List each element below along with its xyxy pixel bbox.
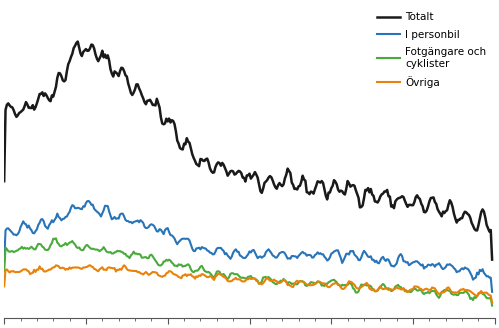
Totalt bbox=[1, 179, 7, 183]
Fotgängare och
cyklister bbox=[68, 240, 74, 244]
Fotgängare och
cyklister bbox=[489, 304, 495, 308]
Line: Övriga: Övriga bbox=[4, 265, 492, 303]
Fotgängare och
cyklister bbox=[345, 283, 351, 287]
Övriga bbox=[489, 301, 495, 305]
Fotgängare och
cyklister bbox=[284, 282, 290, 286]
Line: Fotgängare och
cyklister: Fotgängare och cyklister bbox=[4, 238, 492, 306]
I personbil bbox=[345, 252, 351, 256]
Totalt bbox=[345, 179, 351, 183]
Line: I personbil: I personbil bbox=[4, 201, 492, 292]
Totalt bbox=[284, 167, 290, 171]
Övriga bbox=[356, 287, 362, 291]
Övriga bbox=[87, 263, 93, 267]
Fotgängare och
cyklister bbox=[410, 288, 416, 292]
Fotgängare och
cyklister bbox=[356, 289, 362, 293]
Fotgängare och
cyklister bbox=[1, 270, 7, 274]
Totalt bbox=[489, 257, 495, 261]
Totalt bbox=[396, 196, 402, 200]
Övriga bbox=[345, 282, 351, 286]
Fotgängare och
cyklister bbox=[53, 236, 59, 240]
I personbil bbox=[86, 199, 92, 203]
I personbil bbox=[410, 260, 416, 264]
I personbil bbox=[284, 257, 290, 261]
Totalt bbox=[410, 203, 416, 207]
Övriga bbox=[284, 283, 290, 287]
Övriga bbox=[66, 265, 72, 269]
I personbil bbox=[489, 290, 495, 294]
Totalt bbox=[66, 59, 72, 63]
Totalt bbox=[356, 196, 362, 200]
Övriga bbox=[396, 286, 402, 290]
Line: Totalt: Totalt bbox=[4, 42, 492, 259]
Övriga bbox=[1, 284, 7, 288]
Legend: Totalt, I personbil, Fotgängare och
cyklister, Övriga: Totalt, I personbil, Fotgängare och cykl… bbox=[374, 10, 490, 91]
I personbil bbox=[356, 258, 362, 262]
I personbil bbox=[396, 254, 402, 257]
I personbil bbox=[66, 210, 72, 214]
Övriga bbox=[410, 287, 416, 291]
Totalt bbox=[75, 40, 81, 44]
I personbil bbox=[1, 259, 7, 263]
Fotgängare och
cyklister bbox=[396, 285, 402, 289]
